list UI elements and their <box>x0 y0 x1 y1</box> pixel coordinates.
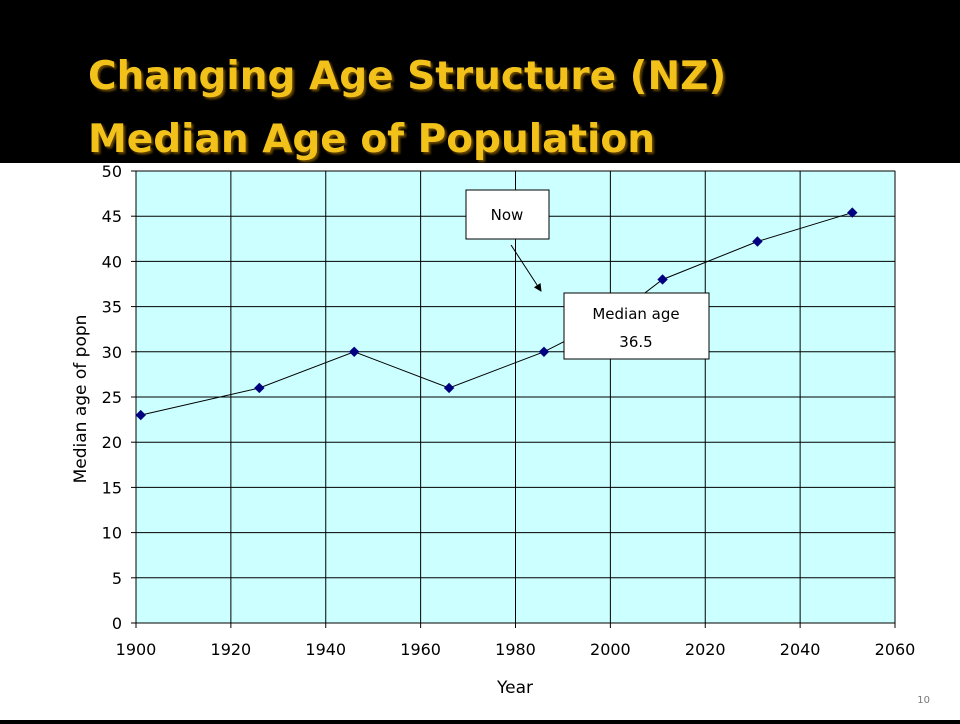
x-tick-label: 1900 <box>116 640 157 659</box>
y-tick-label: 20 <box>102 433 122 452</box>
slide-title-line1: Changing Age Structure (NZ) <box>88 54 727 99</box>
median-age-callout: Median age 36.5 <box>563 292 710 360</box>
data-point <box>254 382 265 394</box>
now-arrow <box>510 244 542 292</box>
x-tick-labels: 1900 1920 1940 1960 1980 2000 2020 2040 2060 <box>116 640 916 659</box>
y-tick-label: 15 <box>102 478 122 497</box>
data-point <box>135 409 146 421</box>
now-callout: Now <box>465 189 550 240</box>
x-tick-label: 1980 <box>495 640 536 659</box>
y-tick-label: 35 <box>102 298 122 317</box>
median-age-chart: 1900 1920 1940 1960 1980 2000 2020 2040 2060 051… <box>71 162 916 698</box>
x-axis-label: Year <box>496 678 533 698</box>
y-tick-label: 40 <box>102 252 122 271</box>
data-point <box>538 346 550 358</box>
y-tick-label: 30 <box>102 343 122 362</box>
page-number: 10 <box>917 695 930 706</box>
x-tick-label: 1920 <box>211 640 252 659</box>
slide-header: Changing Age Structure (NZ) Median Age o… <box>0 0 960 163</box>
data-point <box>349 346 360 358</box>
slide-title-line2: Median Age of Population <box>88 117 655 162</box>
median-age-callout-line2: 36.5 <box>619 333 652 351</box>
y-axis-label: Median age of popn <box>71 315 91 484</box>
median-age-callout-line1: Median age <box>592 305 679 323</box>
data-point <box>847 207 858 218</box>
data-point <box>443 382 455 394</box>
y-tick-label: 25 <box>102 388 122 407</box>
y-tick-label: 0 <box>112 614 122 633</box>
y-tick-label: 50 <box>102 163 122 181</box>
x-tick-label: 2020 <box>685 640 726 659</box>
x-tick-label: 2060 <box>875 640 916 659</box>
x-tick-label: 1960 <box>400 640 441 659</box>
x-tick-label: 2040 <box>780 640 821 659</box>
median-age-callout-box <box>563 292 710 360</box>
y-tick-labels: 0 5 10 15 20 25 30 35 40 45 50 <box>102 162 122 633</box>
data-point <box>752 236 763 247</box>
y-tick-label: 45 <box>102 207 122 226</box>
y-tick-label: 10 <box>102 524 122 543</box>
now-callout-text: Now <box>491 206 524 224</box>
now-callout-box <box>465 189 550 240</box>
x-tick-label: 1940 <box>305 640 346 659</box>
data-point <box>657 274 668 285</box>
x-tick-label: 2000 <box>590 640 631 659</box>
y-tick-label: 5 <box>112 569 122 588</box>
